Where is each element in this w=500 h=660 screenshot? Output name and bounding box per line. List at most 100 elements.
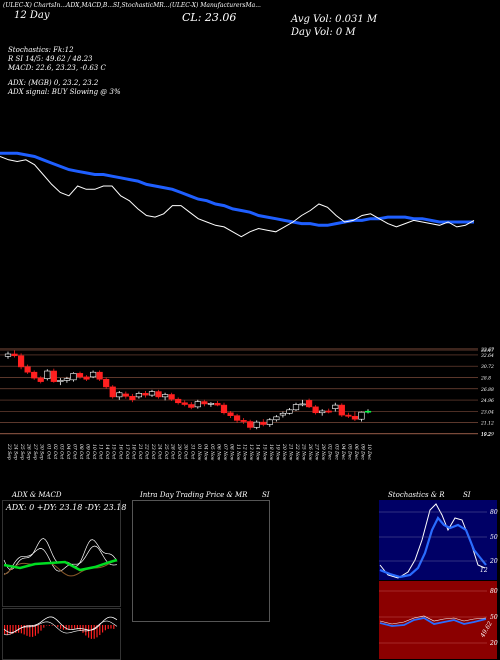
adx-readout: ADX: (MGB) 0, 23.2, 23.2 (8, 79, 99, 87)
stochastics-panel (379, 500, 497, 580)
macd-histogram-bar (34, 625, 36, 636)
candle-body (299, 403, 306, 406)
price-level-label: 21.12 (480, 421, 494, 427)
candle-body (181, 402, 188, 405)
candle-body (4, 353, 12, 357)
date-tick-label: 04 Oct (65, 444, 71, 459)
candle-body (135, 393, 143, 398)
macd-histogram-bar (93, 625, 95, 639)
date-tick-label: 08 Nov (229, 444, 235, 461)
date-tick-label: 11 Nov (235, 444, 241, 461)
candle-body (161, 394, 169, 398)
intraday-si-label: SI (262, 491, 270, 499)
candle-body (116, 392, 123, 398)
avg-volume: Avg Vol: 0.031 M (291, 14, 378, 25)
candle-body (253, 421, 260, 428)
macd-histogram-bar (90, 625, 92, 639)
candle-body (319, 410, 326, 414)
candle-body (207, 403, 215, 405)
macd-histogram-bar (68, 625, 70, 630)
date-tick-label: 24 Oct (157, 443, 163, 459)
candle-body (17, 355, 25, 368)
date-tick-label: 25 Sep (19, 443, 25, 460)
stochastics-title: Stochastics & R (388, 491, 445, 499)
macd-histogram-bar (107, 625, 109, 629)
rsi-readout: R SI 14/5: 49.62 / 48.23 (8, 55, 93, 63)
candle-body (76, 373, 84, 378)
candle-body (338, 404, 345, 416)
macd-histogram-bar (76, 625, 78, 630)
candle-body (345, 414, 352, 417)
macd-histogram-bar (99, 625, 101, 636)
adx-macd-title: ADX & MACD (12, 491, 62, 499)
close-price: CL: 23.06 (182, 11, 237, 24)
macd-histogram-bar (12, 625, 14, 634)
candle-body (194, 401, 201, 408)
date-tick-label: 01 Nov (196, 444, 202, 461)
candle-body (332, 404, 339, 409)
adx-green-line (3, 558, 118, 572)
candle-body (129, 395, 136, 401)
date-tick-label: 21 Oct (137, 443, 143, 459)
rsi-tick-50: 50 (490, 614, 498, 621)
candle-body (122, 393, 129, 397)
date-tick-label: 17 Oct (124, 444, 130, 459)
date-tick-label: 05 Nov (209, 444, 215, 461)
date-tick-label: 14 Oct (104, 444, 110, 459)
macd-histogram-bar (85, 625, 87, 636)
candle-body (260, 421, 267, 425)
date-tick-label: 15 Nov (261, 444, 267, 461)
date-tick-label: 04 Nov (202, 444, 208, 461)
candle-body (89, 371, 97, 378)
rsi-white-line (379, 615, 487, 625)
candle-body (266, 419, 273, 425)
candle-body (31, 371, 38, 379)
macd-histogram-bar (37, 625, 39, 634)
date-tick-label: 25 Nov (301, 443, 307, 461)
price-level-label: 30.72 (481, 364, 494, 370)
date-tick-label: 30 Oct (183, 444, 189, 459)
date-tick-label: 18 Nov (268, 444, 274, 461)
upper-blue-line (0, 151, 474, 227)
rsi-blue-line (379, 617, 487, 627)
macd-histogram-bar (79, 625, 81, 631)
price-level-label: 19.2 (481, 432, 491, 438)
candle-body (325, 410, 332, 413)
macd-histogram-bar (23, 625, 25, 635)
stoch-tick-50: 50 (490, 534, 498, 541)
date-tick-label: 26 Nov (307, 443, 313, 461)
candle-body (109, 386, 116, 398)
date-tick-label: 06 Nov (215, 444, 221, 461)
macd-line (3, 616, 118, 634)
date-tick-label: 02 Dec (327, 444, 333, 460)
macd-panel (2, 608, 121, 660)
candle-body (364, 410, 372, 413)
upper-white-line (0, 156, 475, 238)
candle-body (312, 406, 319, 414)
candle-body (214, 403, 221, 406)
stoch-last-value: 12 (480, 567, 488, 574)
candle-body (247, 421, 254, 428)
chart-header-top: (ULEC-X) ChartsIn...ADX,MACD,B...SI,Stoc… (3, 2, 261, 9)
macd-histogram-bar (102, 625, 104, 633)
candle-body (155, 391, 162, 398)
macd-histogram-bar (51, 625, 53, 626)
date-tick-label: 29 Oct (176, 443, 182, 459)
macd-readout: MACD: 22.6, 23.23, -0.63 C (8, 64, 106, 72)
date-tick-label: 11 Oct (98, 444, 104, 459)
price-level-label: 33.47 (481, 348, 494, 354)
date-tick-label: 23 Sep (6, 443, 12, 460)
stoch-d-line (379, 516, 487, 579)
date-tick-label: 10 Dec (366, 444, 372, 460)
candle-body (24, 366, 31, 373)
candle-body (70, 373, 77, 381)
macd-histogram-bar (62, 625, 64, 630)
macd-histogram-bar (9, 625, 11, 635)
macd-histogram-bar (26, 625, 28, 636)
rsi-tick-20: 20 (490, 640, 498, 647)
period-label: 12 Day (14, 10, 50, 21)
date-tick-label: 06 Dec (353, 444, 359, 460)
price-level-label: 33.67 (481, 347, 494, 353)
date-tick-label: 15 Oct (111, 444, 117, 459)
